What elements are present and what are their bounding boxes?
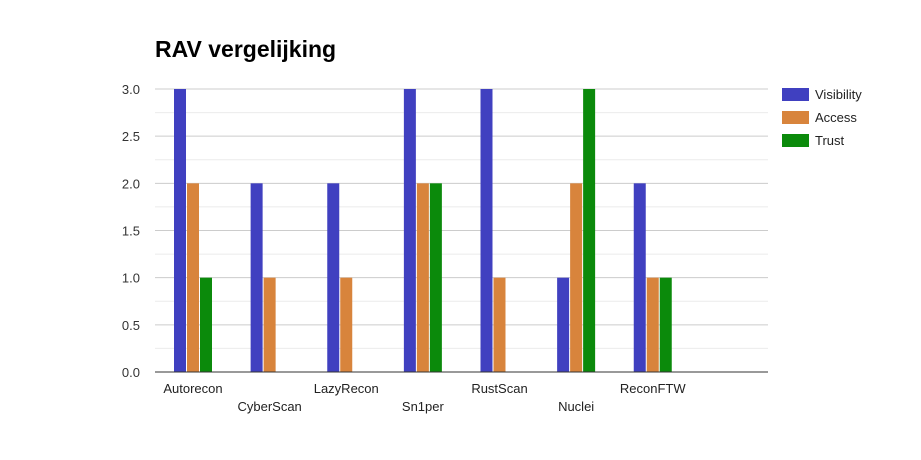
x-tick-label: Sn1per [402,399,445,414]
bar-trust [429,183,442,372]
y-tick-label: 2.0 [122,176,140,191]
bar-access [416,183,429,372]
bar-access [187,183,199,372]
x-tick-label: Autorecon [163,381,222,396]
x-tick-label: Nuclei [558,399,594,414]
bar-access [493,277,506,372]
legend-swatch-trust [782,134,809,147]
bar-trust [659,277,672,372]
bar-access [263,277,276,372]
bar-visibility [403,89,416,372]
legend-label-visibility: Visibility [815,87,862,102]
legend-label-trust: Trust [815,133,845,148]
legend-swatch-access [782,111,809,124]
y-tick-label: 0.0 [122,365,140,380]
y-tick-label: 1.5 [122,224,140,239]
bar-visibility [633,183,646,372]
x-tick-label: RustScan [471,381,527,396]
legend-label-access: Access [815,110,857,125]
x-tick-label: ReconFTW [620,381,686,396]
x-tick-label: LazyRecon [314,381,379,396]
bar-visibility [557,277,570,372]
bar-visibility [174,89,186,372]
bar-visibility [480,89,493,372]
legend-swatch-visibility [782,88,809,101]
bar-trust [200,277,212,372]
y-tick-label: 0.5 [122,318,140,333]
chart-title: RAV vergelijking [155,36,337,62]
y-tick-label: 1.0 [122,271,140,286]
bar-trust [583,89,596,372]
y-tick-label: 2.5 [122,129,140,144]
y-tick-label: 3.0 [122,82,140,97]
x-tick-label: CyberScan [237,399,301,414]
bar-access [646,277,659,372]
bar-visibility [250,183,263,372]
bar-access [340,277,353,372]
bar-access [570,183,583,372]
bar-visibility [327,183,340,372]
